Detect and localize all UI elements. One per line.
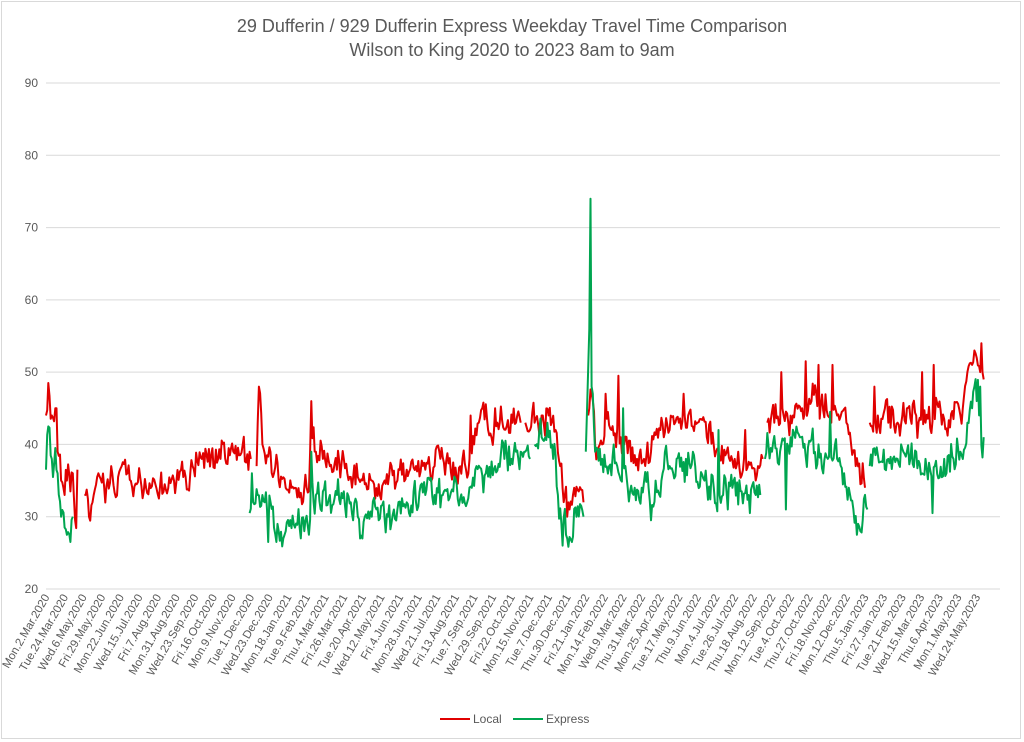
y-tick-label: 90	[25, 76, 39, 90]
chart-subtitle: Wilson to King 2020 to 2023 8am to 9am	[349, 40, 675, 60]
y-tick-label: 80	[25, 148, 39, 162]
y-tick-label: 30	[25, 510, 39, 524]
gridlines	[46, 82, 1000, 590]
legend-express-label: Express	[546, 712, 589, 726]
chart-title-line-1: 29 Dufferin / 929 Dufferin Express Weekd…	[236, 16, 788, 36]
y-tick-label: 50	[25, 365, 39, 379]
chart-title: 29 Dufferin / 929 Dufferin Express Weekd…	[0, 14, 1024, 62]
series-line-local	[45, 342, 985, 530]
y-tick-label: 40	[25, 437, 39, 451]
series-line-express	[45, 197, 985, 548]
y-tick-label: 20	[25, 582, 39, 596]
y-axis-tick-labels: 20 30 40 50 60 70 80 90	[25, 76, 39, 596]
y-tick-label: 60	[25, 293, 39, 307]
y-tick-label: 70	[25, 221, 39, 235]
x-axis-tick-labels: Mon.2.Mar.2020Tue.24.Mar.2020Wed.6.May.2…	[1, 593, 984, 679]
legend-local-label: Local	[473, 712, 502, 726]
legend: Local Express	[440, 712, 589, 726]
series-lines	[45, 197, 985, 548]
